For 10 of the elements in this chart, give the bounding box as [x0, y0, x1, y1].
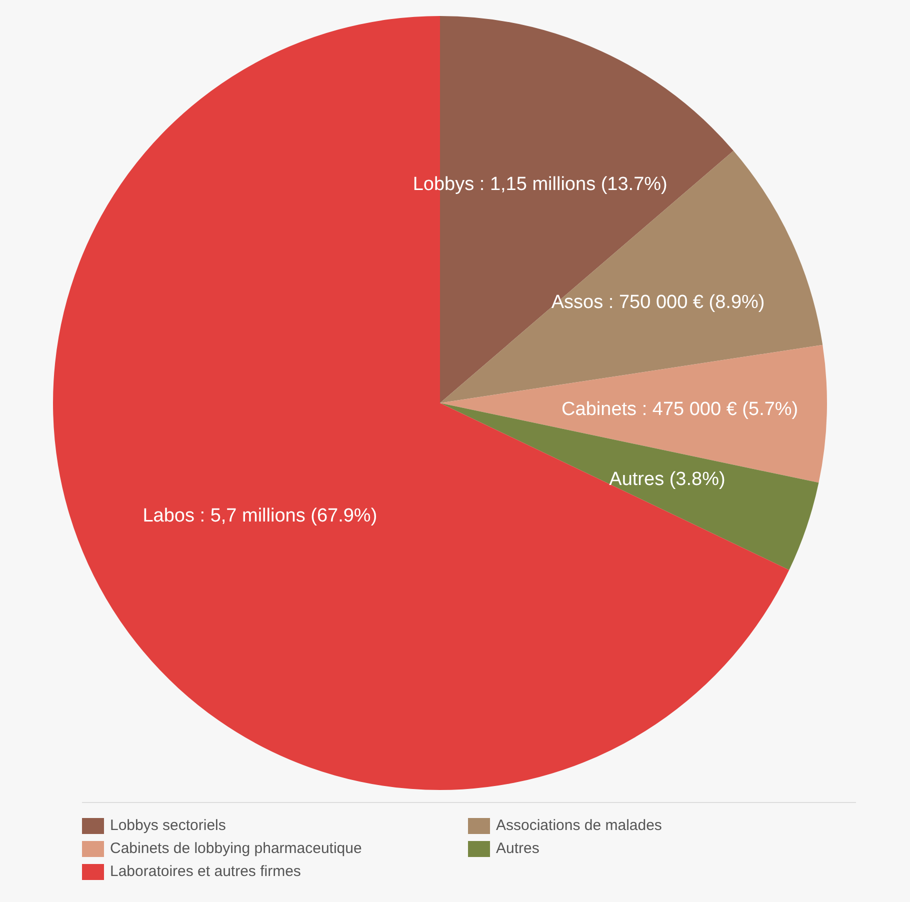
data-label: Cabinets : 475 000 € (5.7%) [562, 399, 798, 420]
data-label: Autres (3.8%) [609, 469, 726, 490]
legend-label: Autres [496, 840, 540, 857]
legend-label: Cabinets de lobbying pharmaceutique [110, 840, 362, 857]
data-label: Labos : 5,7 millions (67.9%) [142, 506, 378, 527]
legend-label: Lobbys sectoriels [110, 817, 226, 834]
legend-label: Associations de malades [496, 817, 662, 834]
legend-label: Laboratoires et autres firmes [110, 863, 301, 880]
data-label: Lobbys : 1,15 millions (13.7%) [412, 174, 668, 196]
data-label: Assos : 750 000 € (8.9%) [551, 292, 765, 314]
